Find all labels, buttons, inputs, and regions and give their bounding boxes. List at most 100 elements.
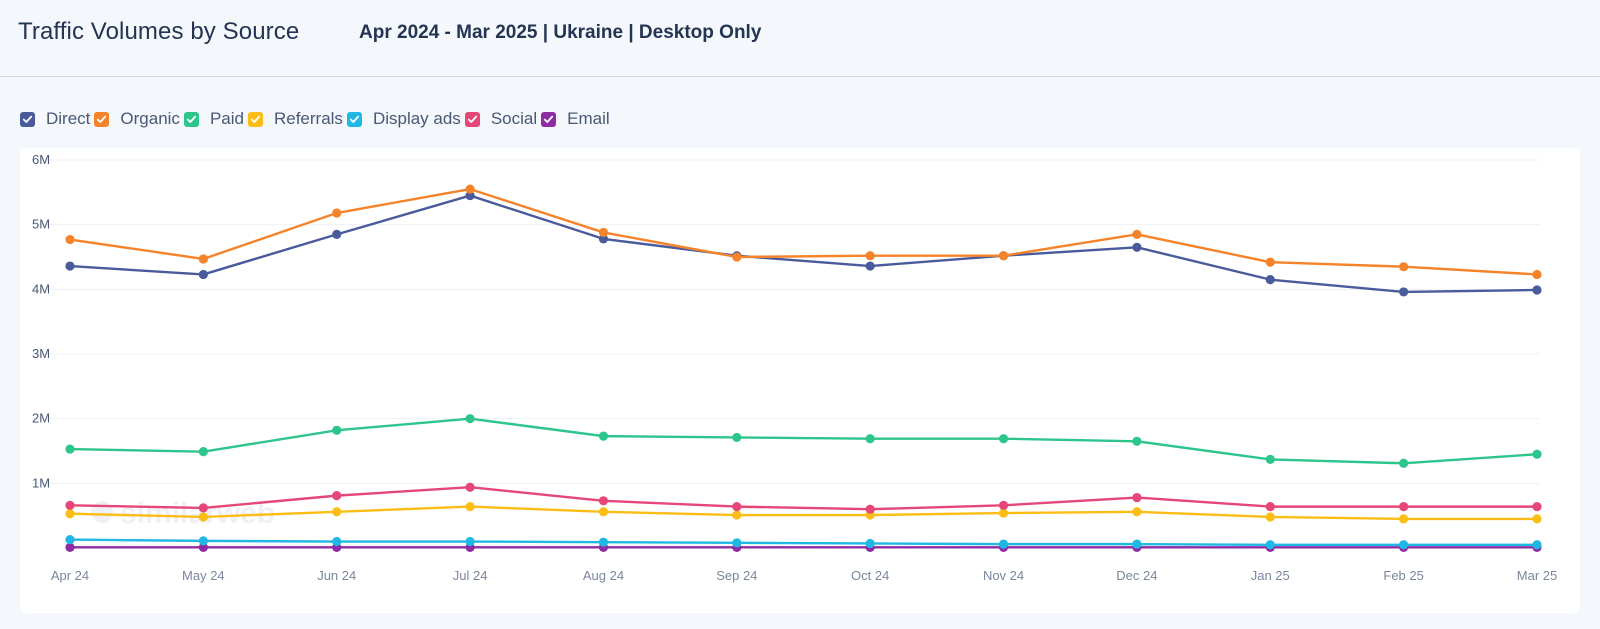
series-line-paid <box>69 417 1538 465</box>
x-tick-label: Aug 24 <box>583 568 624 583</box>
x-tick-label: Nov 24 <box>983 568 1024 583</box>
watermark-logo: similarweb <box>91 497 275 530</box>
data-point-referrals <box>332 507 342 517</box>
legend-label: Paid <box>209 109 244 128</box>
data-point-organic <box>1132 229 1142 239</box>
data-point-direct <box>465 190 475 201</box>
x-tick-label: Jul 24 <box>453 568 488 583</box>
data-point-social <box>732 502 742 512</box>
series-line-referrals <box>69 505 1537 521</box>
data-point-direct <box>865 261 875 271</box>
data-point-paid <box>1399 458 1409 468</box>
legend-item-display-ads[interactable]: Display ads <box>346 109 461 129</box>
x-tick-label: Jun 24 <box>317 568 356 583</box>
data-point-paid <box>865 434 875 444</box>
page-subtitle: Apr 2024 - Mar 2025 | Ukraine | Desktop … <box>359 22 762 43</box>
data-point-email <box>198 542 208 552</box>
y-tick-label: 5M <box>32 217 50 232</box>
data-point-organic <box>465 184 475 194</box>
data-point-display-ads <box>332 536 342 547</box>
data-point-paid <box>598 431 609 441</box>
data-point-social <box>598 496 609 506</box>
legend-item-direct[interactable]: Direct <box>20 109 90 129</box>
data-point-direct <box>1532 285 1542 295</box>
data-point-referrals <box>1532 514 1542 524</box>
legend-checkbox-icon[interactable] <box>346 111 362 127</box>
watermark-text: similarweb <box>120 497 275 530</box>
y-tick-label: 1M <box>32 475 50 490</box>
legend-checkbox-icon[interactable] <box>183 111 199 127</box>
legend-checkbox-icon[interactable] <box>247 111 263 127</box>
data-point-referrals <box>1265 512 1275 522</box>
legend-checkbox-icon[interactable] <box>541 111 557 127</box>
series-line-direct <box>69 194 1538 294</box>
data-point-referrals <box>732 510 742 520</box>
legend-label: Email <box>567 109 610 128</box>
series-line-organic <box>69 187 1538 276</box>
x-tick-label: Jan 25 <box>1251 568 1290 583</box>
data-point-display-ads <box>865 538 875 549</box>
legend-label: Direct <box>46 109 91 128</box>
data-point-organic <box>598 227 609 238</box>
data-point-display-ads <box>998 539 1009 549</box>
data-point-display-ads <box>1399 540 1409 550</box>
legend-item-referrals[interactable]: Referrals <box>247 109 343 129</box>
data-point-display-ads <box>1532 540 1542 550</box>
data-point-direct <box>598 234 609 244</box>
chart-panel: 1M 2M 3M 4M 5M 6M Apr 24 May 24 Jun 24 Jul 24 Aug … <box>20 148 1580 613</box>
y-tick-label: 2M <box>32 411 50 426</box>
data-point-organic <box>1399 262 1409 272</box>
data-point-organic <box>998 251 1009 261</box>
legend-checkbox-icon[interactable] <box>20 111 35 127</box>
x-tick-label: Apr 24 <box>51 568 89 583</box>
data-point-direct <box>198 269 208 280</box>
data-point-display-ads <box>465 536 475 547</box>
legend-label: Display ads <box>372 109 461 128</box>
legend-label: Referrals <box>273 109 343 128</box>
legend-checkbox-icon[interactable] <box>464 111 480 127</box>
data-point-display-ads <box>1132 539 1142 549</box>
page-title: Traffic Volumes by Source <box>18 18 300 45</box>
data-point-paid <box>465 414 475 424</box>
x-tick-label: Sep 24 <box>716 568 757 583</box>
data-point-referrals <box>598 507 609 517</box>
data-point-referrals <box>1132 507 1142 517</box>
series-line-social <box>69 486 1537 511</box>
data-point-direct <box>1265 275 1275 285</box>
data-point-organic <box>732 252 742 262</box>
legend-item-email[interactable]: Email <box>541 109 610 129</box>
data-point-email <box>65 542 75 552</box>
data-point-organic <box>865 251 875 261</box>
y-tick-label: 6M <box>32 152 50 167</box>
data-point-social <box>1132 492 1142 503</box>
data-point-organic <box>198 254 208 264</box>
x-tick-label: Feb 25 <box>1383 568 1423 583</box>
data-point-social <box>198 503 208 513</box>
data-point-social <box>1532 502 1542 512</box>
data-point-paid <box>198 447 208 457</box>
traffic-line-chart: 1M 2M 3M 4M 5M 6M Apr 24 May 24 Jun 24 Jul 24 Aug … <box>32 152 1557 583</box>
data-point-direct <box>65 261 75 271</box>
legend-item-paid[interactable]: Paid <box>183 109 244 129</box>
legend-label: Social <box>490 109 538 128</box>
data-point-direct <box>1399 287 1409 297</box>
data-point-social <box>865 504 875 514</box>
data-point-referrals <box>465 502 475 512</box>
header-bar: Traffic Volumes by Source Apr 2024 - Mar… <box>0 0 1600 77</box>
data-point-referrals <box>198 512 208 522</box>
data-point-referrals <box>65 509 75 519</box>
data-point-referrals <box>998 508 1009 518</box>
data-point-display-ads <box>198 536 208 546</box>
y-tick-label: 3M <box>32 346 50 361</box>
data-point-paid <box>332 425 342 435</box>
data-point-social <box>1265 502 1275 512</box>
legend-checkbox-icon[interactable] <box>94 111 110 127</box>
watermark-icon <box>91 501 113 523</box>
legend-item-organic[interactable]: Organic <box>94 109 180 129</box>
chart-legend: Direct Organic Paid Referrals Display ads Soc… <box>20 108 614 130</box>
data-point-social <box>65 500 75 510</box>
data-point-paid <box>1532 449 1542 459</box>
data-point-organic <box>1532 269 1542 280</box>
legend-item-social[interactable]: Social <box>464 109 538 129</box>
data-point-direct <box>332 229 342 239</box>
